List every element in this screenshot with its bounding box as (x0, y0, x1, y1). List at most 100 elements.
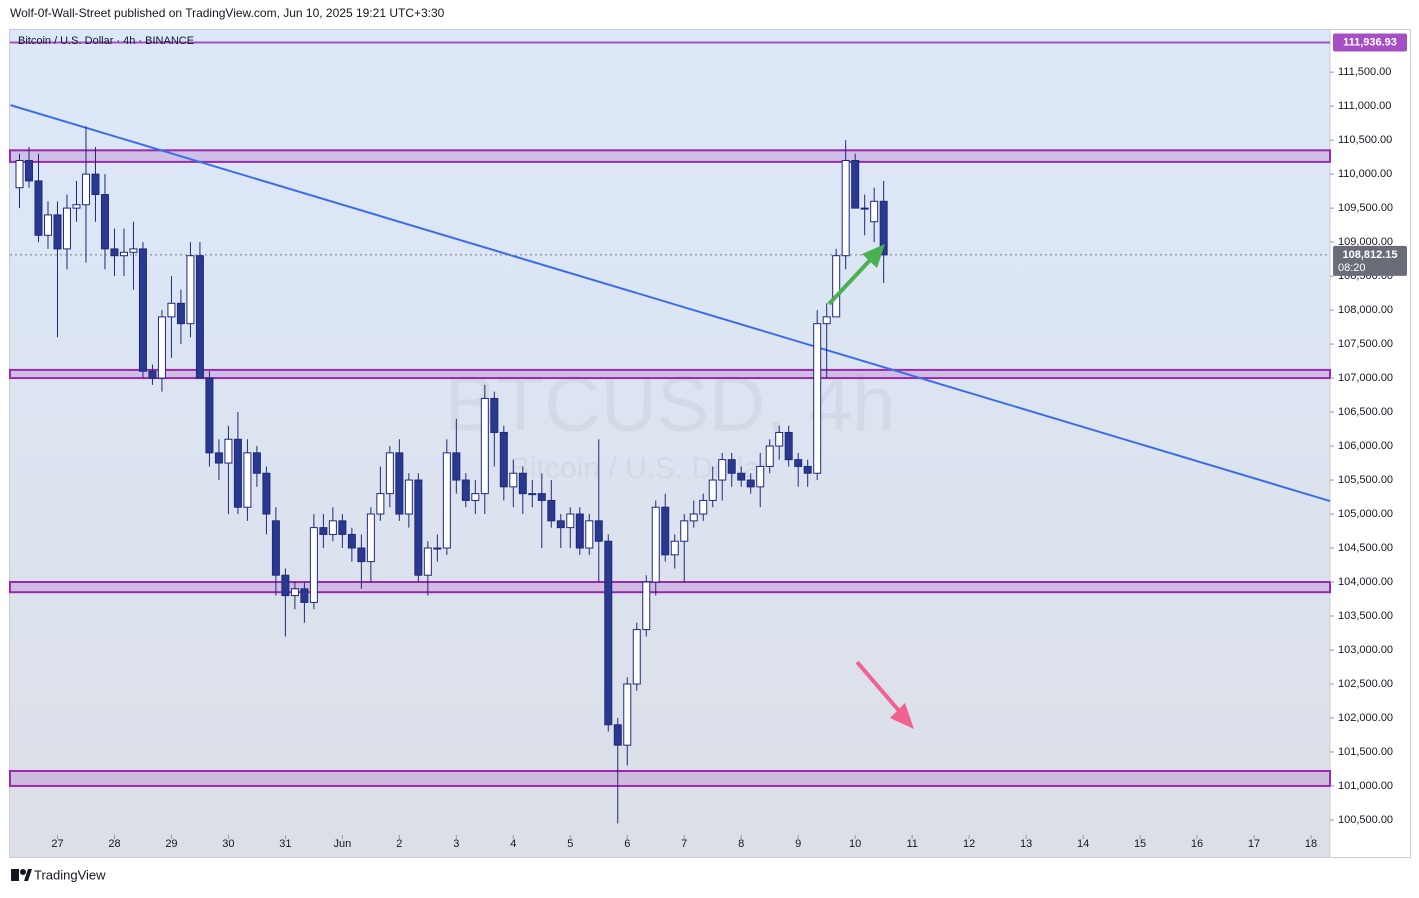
candle-body (480, 397, 489, 495)
candle-body (452, 452, 461, 481)
candle-body (547, 499, 556, 522)
y-tick-label: 106,000.00 (1338, 440, 1393, 452)
candle-body (100, 194, 109, 250)
candle-body (433, 547, 442, 550)
x-tick-label: 9 (795, 838, 801, 850)
candle-body (803, 465, 812, 474)
x-tick-label: 6 (624, 838, 630, 850)
candle-body (366, 513, 375, 563)
candle-body (499, 431, 508, 488)
x-tick-label: 12 (963, 838, 975, 850)
price-tag (1333, 33, 1407, 52)
candle-body (148, 370, 157, 379)
candle-body (129, 248, 138, 253)
candle-body (300, 588, 309, 603)
candle-body (176, 302, 185, 325)
header: Wolf-0f-Wall-Street published on Trading… (10, 6, 445, 20)
candle-body (813, 323, 822, 474)
x-tick-label: 7 (681, 838, 687, 850)
y-tick-label: 107,500.00 (1338, 338, 1393, 350)
candle-body (851, 160, 860, 209)
candle-body (224, 438, 233, 464)
y-tick-label: 105,000.00 (1338, 508, 1393, 520)
y-tick-label: 109,000.00 (1338, 236, 1393, 248)
plot (9, 41, 1331, 824)
candle-body (737, 472, 746, 481)
candle-body (252, 452, 261, 474)
candle-body (537, 493, 546, 501)
candle-body (243, 452, 252, 508)
y-tick-label: 107,000.00 (1338, 372, 1393, 384)
y-tick-label: 103,500.00 (1338, 610, 1393, 622)
candle-body (110, 248, 119, 257)
x-tick-label: 2 (396, 838, 402, 850)
candle-body (414, 479, 423, 576)
logo (11, 869, 32, 881)
x-tick-label: 4 (510, 838, 516, 850)
y-tick-label: 102,500.00 (1338, 678, 1393, 690)
candle-body (43, 214, 52, 236)
y-tick-label: 110,000.00 (1338, 168, 1392, 180)
candle-body (195, 255, 204, 379)
candle-body (870, 200, 879, 223)
y-tick-label: 104,000.00 (1338, 576, 1393, 588)
x-tick-label: 10 (849, 838, 861, 850)
candle-body (72, 204, 81, 209)
candle-body (860, 207, 869, 210)
y-tick-label: 100,500.00 (1338, 814, 1393, 826)
candle-body (24, 160, 33, 182)
candle-body (15, 160, 24, 189)
candle-body (205, 377, 214, 454)
candle-body (62, 207, 71, 250)
candle-body (765, 445, 774, 467)
candle-body (604, 540, 613, 726)
y-tick-label: 103,000.00 (1338, 644, 1393, 656)
candle-body (518, 472, 527, 495)
y-tick-label: 104,500.00 (1338, 542, 1393, 554)
x-tick-label: 16 (1191, 838, 1203, 850)
candle-body (556, 520, 565, 529)
candle-body (157, 316, 166, 379)
candle-body (404, 479, 413, 515)
x-tick-label: 8 (738, 838, 744, 850)
candle-body (34, 180, 43, 236)
candle-body (756, 465, 765, 488)
green-arrow (827, 244, 885, 306)
y-tick-label: 102,000.00 (1338, 712, 1393, 724)
watermark-subtitle: Bitcoin / U.S. Dollar (510, 452, 770, 485)
x-tick-label: Jun (333, 838, 351, 850)
candle-body (566, 513, 575, 529)
y-tick-label: 111,500.00 (1338, 66, 1391, 78)
candle-body (585, 520, 594, 549)
x-tick-label: 15 (1134, 838, 1146, 850)
candle-body (319, 527, 328, 535)
candle-body (727, 459, 736, 474)
candle-body (490, 397, 499, 433)
candle-body (376, 493, 385, 515)
candle-body (699, 499, 708, 515)
price-tag-label: 111,936.93 (1343, 36, 1397, 48)
candle-body (338, 520, 347, 535)
symbol-title: Bitcoin / U.S. Dollar · 4h · BINANCE (18, 35, 194, 47)
candle-body (689, 513, 698, 522)
candle-body (233, 438, 242, 508)
y-tick-label: 101,500.00 (1338, 746, 1393, 758)
countdown: 08:20 (1338, 262, 1366, 274)
candle-body (794, 459, 803, 467)
candle-body (53, 214, 62, 250)
y-tick-label: 106,500.00 (1338, 406, 1393, 418)
candle-body (81, 173, 90, 206)
x-tick-label: 28 (108, 838, 120, 850)
y-tick-label: 110,500.00 (1338, 134, 1392, 146)
candle-body (832, 255, 841, 318)
candle-body (613, 724, 622, 746)
candle-body (385, 452, 394, 495)
x-tick-label: 3 (453, 838, 459, 850)
x-tick-label: 14 (1077, 838, 1089, 850)
candle-body (347, 533, 356, 549)
candle-body (528, 493, 537, 496)
y-tick-label: 109,500.00 (1338, 202, 1393, 214)
candle-body (471, 493, 480, 501)
candle-body (575, 513, 584, 549)
